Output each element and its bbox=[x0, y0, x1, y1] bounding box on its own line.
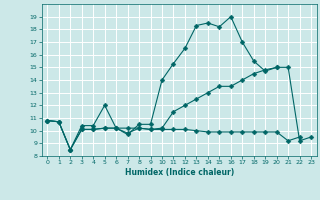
X-axis label: Humidex (Indice chaleur): Humidex (Indice chaleur) bbox=[124, 168, 234, 177]
